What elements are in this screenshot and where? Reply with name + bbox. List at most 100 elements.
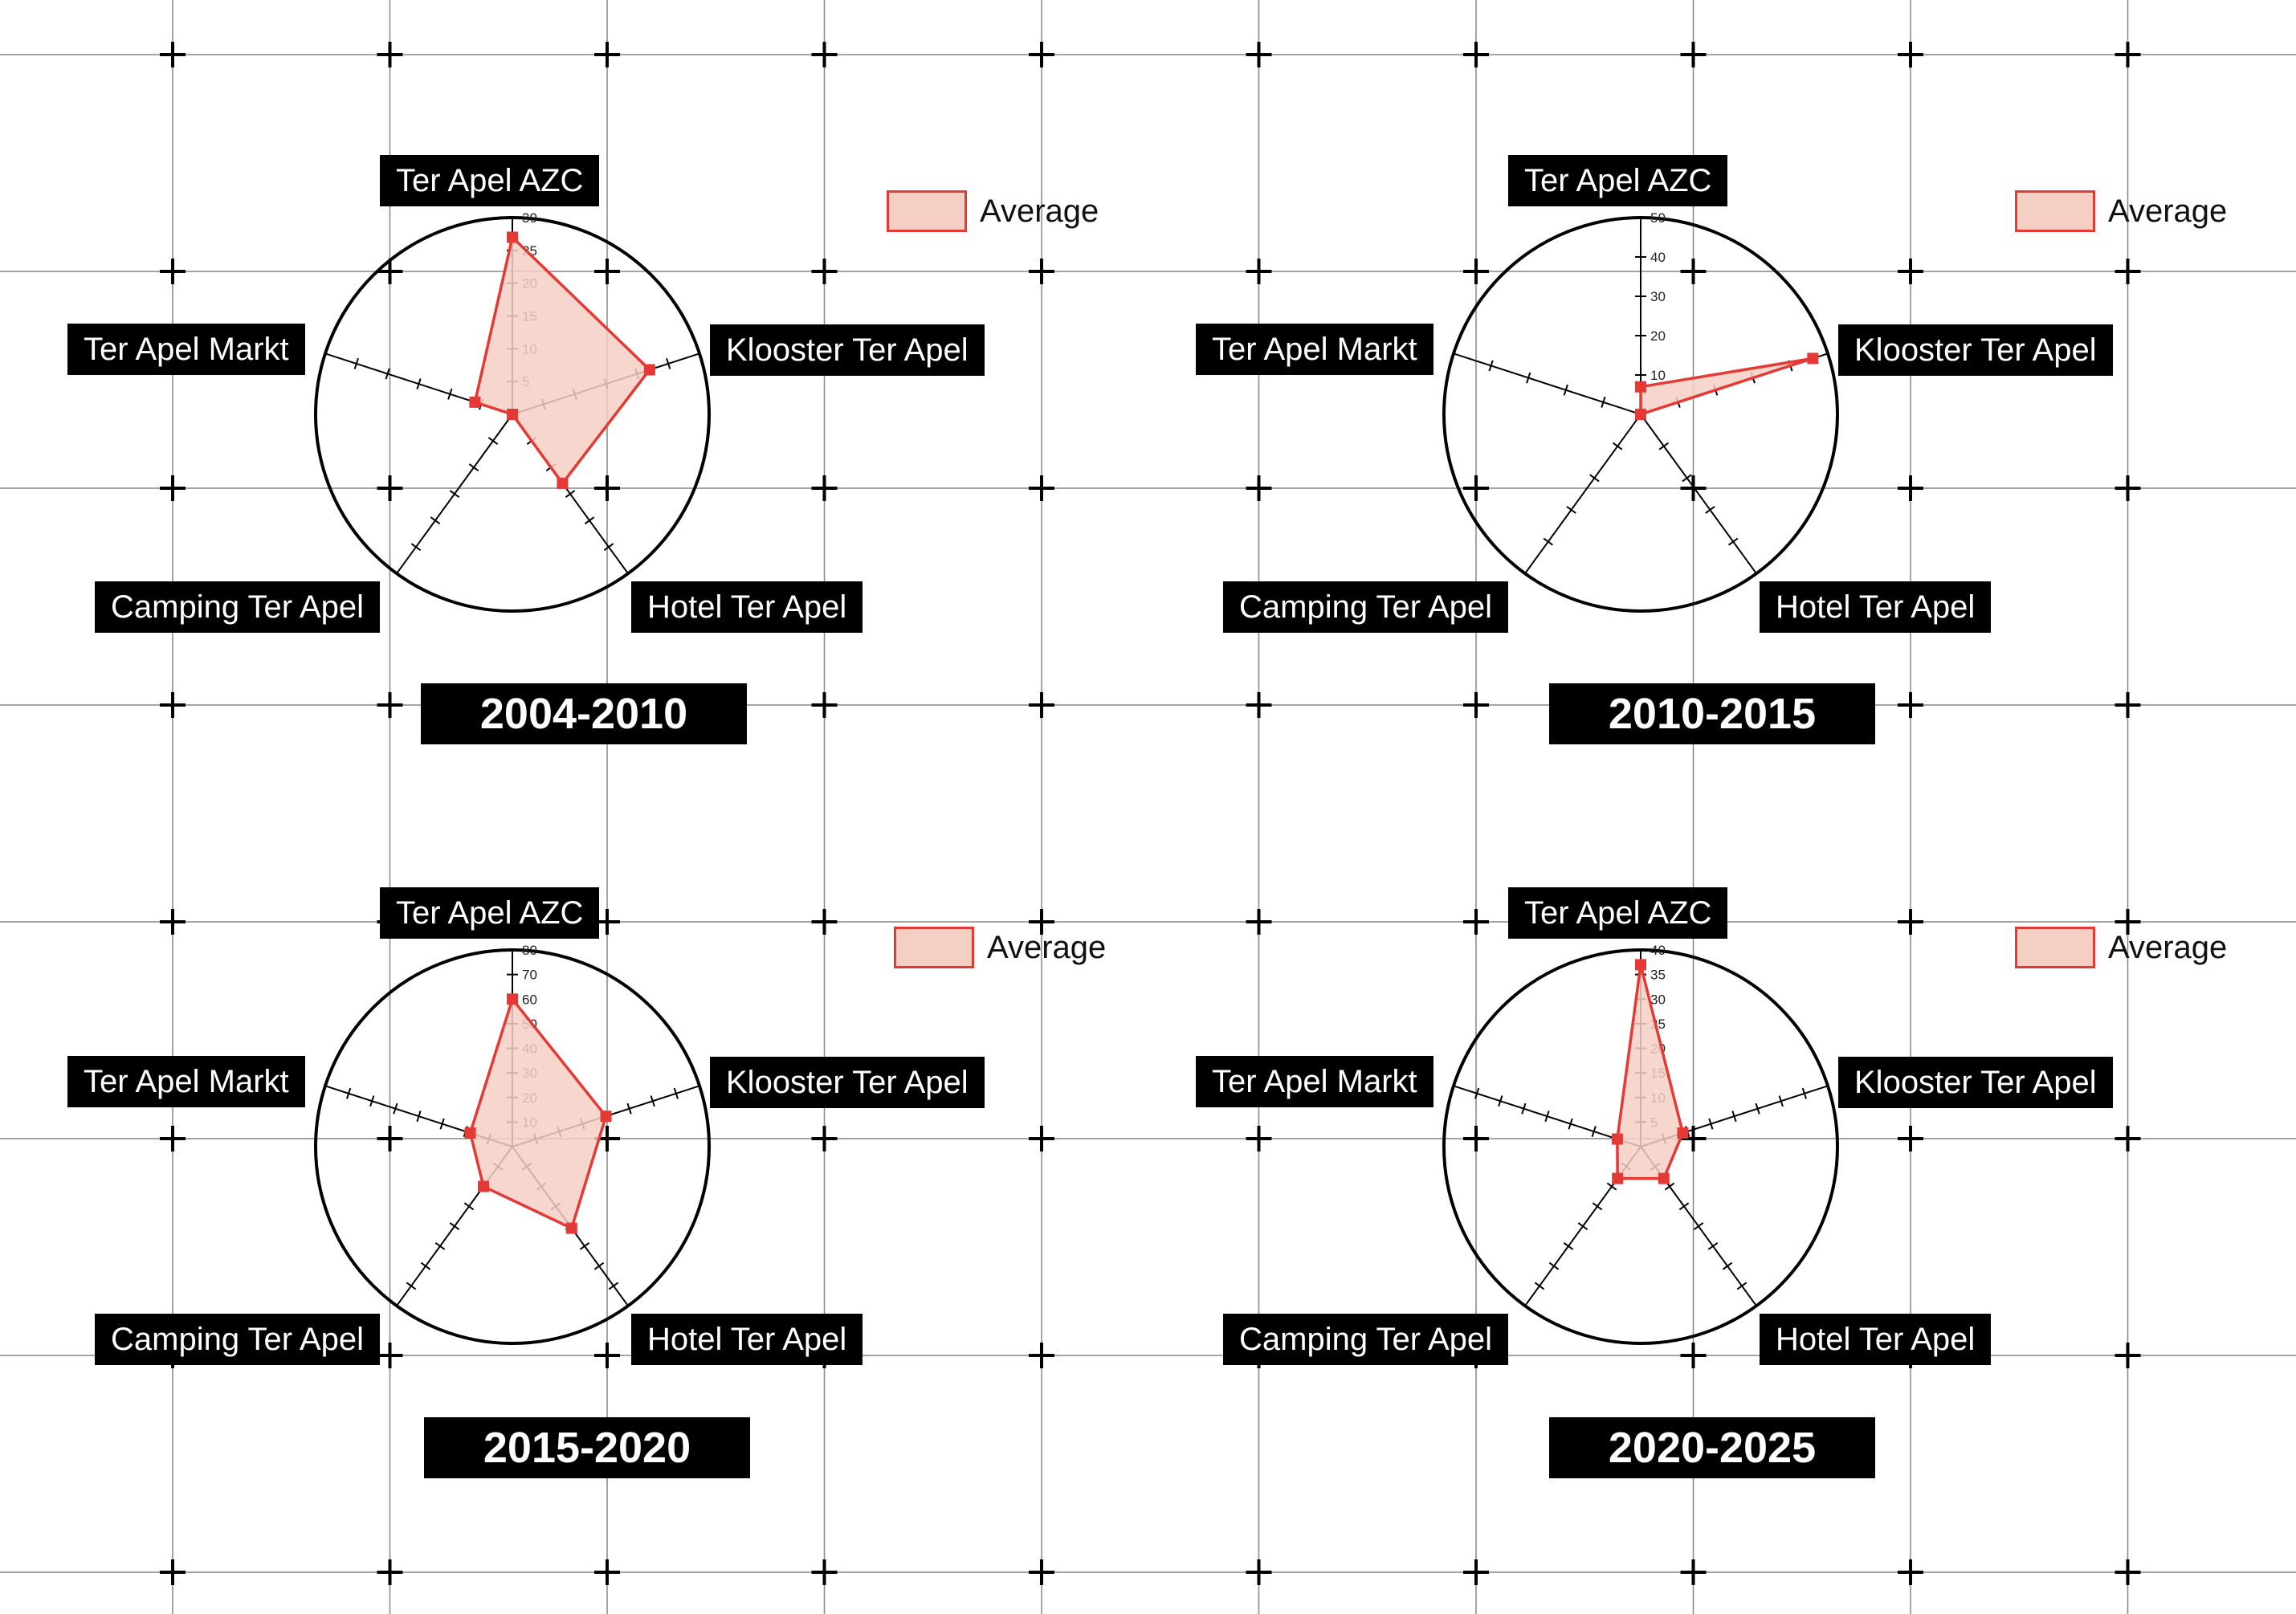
axis-label-hotel-ter-apel: Hotel Ter Apel xyxy=(631,1314,863,1365)
radar-tick xyxy=(468,463,479,471)
radar-data-point xyxy=(507,231,518,243)
legend-label: Average xyxy=(980,194,1099,229)
radar-tick xyxy=(416,1111,422,1123)
radar-data-point xyxy=(1611,1133,1623,1145)
radar-data-point xyxy=(557,477,569,489)
radar-tick xyxy=(1801,1087,1807,1099)
radar-spoke xyxy=(1524,414,1641,574)
radar-tick xyxy=(1606,1182,1617,1191)
axis-label-ter-apel-azc: Ter Apel AZC xyxy=(1508,155,1728,206)
radar-tick xyxy=(449,490,460,499)
radar-tick xyxy=(673,1087,679,1099)
axis-label-camping-ter-apel: Camping Ter Apel xyxy=(95,581,380,633)
radar-data-point xyxy=(477,1180,489,1192)
radar-data-point xyxy=(600,1111,612,1123)
radar-data-point xyxy=(1677,1127,1689,1139)
radar-tick xyxy=(579,1241,590,1250)
radar-tick xyxy=(1543,537,1554,546)
radar-chart-2015-2020: 1020304050607080 xyxy=(314,943,711,1345)
period-title: 2010-2015 xyxy=(1549,683,1875,744)
axis-label-klooster-ter-apel: Klooster Ter Apel xyxy=(1838,324,2113,376)
radar-tick xyxy=(1705,506,1715,514)
radar-tick xyxy=(1577,1222,1588,1231)
radar-tick xyxy=(1534,1282,1545,1290)
radar-tick xyxy=(430,516,441,525)
radar-spoke xyxy=(1453,353,1641,415)
radar-tick xyxy=(1544,1111,1550,1123)
radar-tick xyxy=(1825,1080,1831,1092)
radar-tick xyxy=(393,1102,398,1115)
radar-tick xyxy=(1474,1087,1480,1099)
radar-tick-label: 30 xyxy=(1650,992,1666,1007)
radar-panel-2010-2015: 10 20 30 40 50 Ter Apel AZC Klooster Ter Ape… xyxy=(1128,0,2276,744)
period-title: 2020-2025 xyxy=(1549,1417,1875,1478)
radar-tick xyxy=(1736,1282,1747,1290)
legend-swatch xyxy=(894,927,974,968)
axis-label-camping-ter-apel: Camping Ter Apel xyxy=(1223,581,1508,633)
radar-tick xyxy=(1521,1102,1527,1115)
radar-tick xyxy=(1678,1202,1690,1211)
radar-tick-label: 60 xyxy=(522,992,537,1007)
axis-label-klooster-ter-apel: Klooster Ter Apel xyxy=(710,324,985,376)
radar-tick-label: 35 xyxy=(1650,968,1666,983)
radar-tick xyxy=(1450,348,1457,360)
radar-tick xyxy=(1601,396,1606,408)
radar-tick xyxy=(1592,1202,1603,1211)
radar-tick xyxy=(696,348,703,360)
radar-data-point xyxy=(1658,1172,1670,1184)
legend-swatch xyxy=(2015,927,2095,968)
radar-tick xyxy=(1563,1241,1574,1250)
radar-tick xyxy=(565,490,576,499)
radar-tick xyxy=(1751,569,1762,578)
axis-label-ter-apel-markt: Ter Apel Markt xyxy=(1196,324,1433,375)
radar-tick xyxy=(416,378,422,390)
radar-tick xyxy=(1751,1302,1762,1310)
radar-tick-label: 80 xyxy=(522,943,537,958)
axis-label-hotel-ter-apel: Hotel Ter Apel xyxy=(631,581,863,633)
radar-tick-label: 20 xyxy=(1650,328,1666,344)
radar-tick xyxy=(1568,1118,1573,1130)
radar-tick xyxy=(1693,1222,1704,1231)
radar-tick xyxy=(420,1261,431,1270)
radar-tick xyxy=(353,357,359,369)
radar-spoke xyxy=(1640,414,1757,574)
radar-tick xyxy=(406,1282,417,1290)
radar-tick xyxy=(1563,384,1568,396)
radar-tick xyxy=(1727,537,1739,546)
axis-label-ter-apel-markt: Ter Apel Markt xyxy=(1196,1056,1433,1107)
radar-panel-2004-2010: 51015202530 Ter Apel AZC Klooster Ter Ap… xyxy=(0,0,1148,744)
axis-label-ter-apel-azc: Ter Apel AZC xyxy=(380,887,600,939)
radar-series-area xyxy=(1639,357,1813,417)
radar-tick xyxy=(1450,1080,1457,1092)
legend-label: Average xyxy=(2108,930,2228,965)
radar-tick xyxy=(1589,474,1600,483)
radar-tick xyxy=(346,1087,352,1099)
radar-chart-2020-2025: 510152025303540 xyxy=(1442,943,1839,1345)
radar-tick xyxy=(608,1282,619,1290)
radar-data-point xyxy=(1612,1172,1624,1184)
legend-label: Average xyxy=(2108,194,2228,229)
radar-tick xyxy=(410,543,422,552)
radar-tick xyxy=(1778,1095,1784,1107)
axis-label-hotel-ter-apel: Hotel Ter Apel xyxy=(1760,1314,1992,1365)
radar-tick xyxy=(447,388,453,400)
radar-tick xyxy=(322,348,328,360)
radar-series-area xyxy=(468,996,608,1231)
axis-label-hotel-ter-apel: Hotel Ter Apel xyxy=(1760,581,1992,633)
radar-tick xyxy=(369,1095,375,1107)
axis-label-camping-ter-apel: Camping Ter Apel xyxy=(95,1314,380,1365)
period-title: 2004-2010 xyxy=(421,683,747,744)
radar-series-area xyxy=(473,234,652,486)
axis-label-ter-apel-azc: Ter Apel AZC xyxy=(380,155,600,206)
radar-data-point xyxy=(1635,381,1646,393)
axis-label-ter-apel-markt: Ter Apel Markt xyxy=(67,324,305,375)
legend-swatch xyxy=(887,190,967,232)
radar-tick xyxy=(1526,372,1531,384)
radar-data-point xyxy=(507,409,518,420)
radar-panel-2020-2025: 510152025303540 Ter Apel AZC Klooster Te… xyxy=(1128,732,2276,1478)
legend-label: Average xyxy=(987,930,1107,965)
radar-tick xyxy=(1708,1118,1714,1130)
period-title: 2015-2020 xyxy=(424,1417,750,1478)
radar-data-point xyxy=(1635,409,1646,420)
radar-data-point xyxy=(643,364,655,376)
